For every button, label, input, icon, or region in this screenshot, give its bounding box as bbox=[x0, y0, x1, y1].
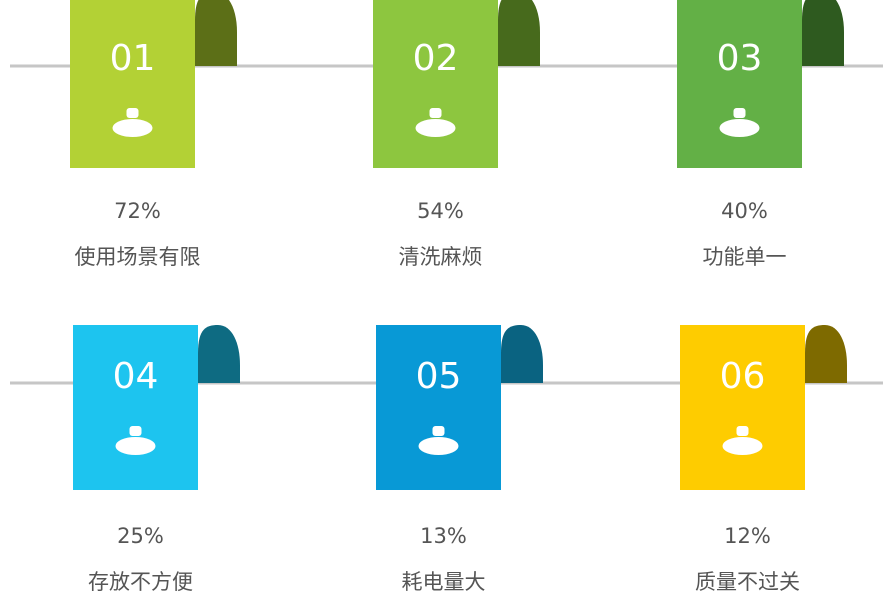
label: 功能单一 bbox=[703, 245, 787, 269]
card bbox=[73, 325, 198, 490]
icon-shape bbox=[719, 119, 760, 137]
percent: 12% bbox=[724, 524, 771, 548]
card bbox=[70, 0, 195, 168]
icon-shape bbox=[115, 437, 156, 455]
icon-shape bbox=[722, 437, 763, 455]
percent: 72% bbox=[114, 199, 161, 223]
icon-shape bbox=[418, 437, 459, 455]
card bbox=[677, 0, 802, 168]
fold bbox=[498, 0, 540, 66]
label: 存放不方便 bbox=[88, 570, 193, 594]
fold bbox=[501, 325, 543, 383]
icon-shape bbox=[129, 426, 142, 436]
fold bbox=[802, 0, 844, 66]
label: 质量不过关 bbox=[695, 570, 800, 594]
icon-shape bbox=[432, 426, 445, 436]
card-number: 05 bbox=[416, 356, 462, 397]
fold bbox=[198, 325, 240, 383]
icon bbox=[719, 108, 760, 137]
icon-shape bbox=[112, 119, 153, 137]
percent: 25% bbox=[117, 524, 164, 548]
icon-shape bbox=[736, 426, 749, 436]
icon-shape bbox=[429, 108, 442, 118]
label: 耗电量大 bbox=[402, 570, 486, 594]
card bbox=[680, 325, 805, 490]
card-number: 06 bbox=[720, 356, 766, 397]
card-number: 03 bbox=[717, 38, 763, 79]
label: 使用场景有限 bbox=[75, 245, 201, 269]
icon-shape bbox=[733, 108, 746, 118]
card-number: 02 bbox=[413, 38, 459, 79]
fold bbox=[805, 325, 847, 383]
card bbox=[376, 325, 501, 490]
card bbox=[373, 0, 498, 168]
card-number: 04 bbox=[113, 356, 159, 397]
icon bbox=[722, 426, 763, 455]
icon bbox=[415, 108, 456, 137]
percent: 40% bbox=[721, 199, 768, 223]
label: 清洗麻烦 bbox=[399, 245, 483, 269]
icon bbox=[115, 426, 156, 455]
percent: 54% bbox=[417, 199, 464, 223]
icon bbox=[112, 108, 153, 137]
icon-shape bbox=[415, 119, 456, 137]
percent: 13% bbox=[420, 524, 467, 548]
icon-shape bbox=[126, 108, 139, 118]
fold bbox=[195, 0, 237, 66]
card-number: 01 bbox=[110, 38, 156, 79]
icon bbox=[418, 426, 459, 455]
